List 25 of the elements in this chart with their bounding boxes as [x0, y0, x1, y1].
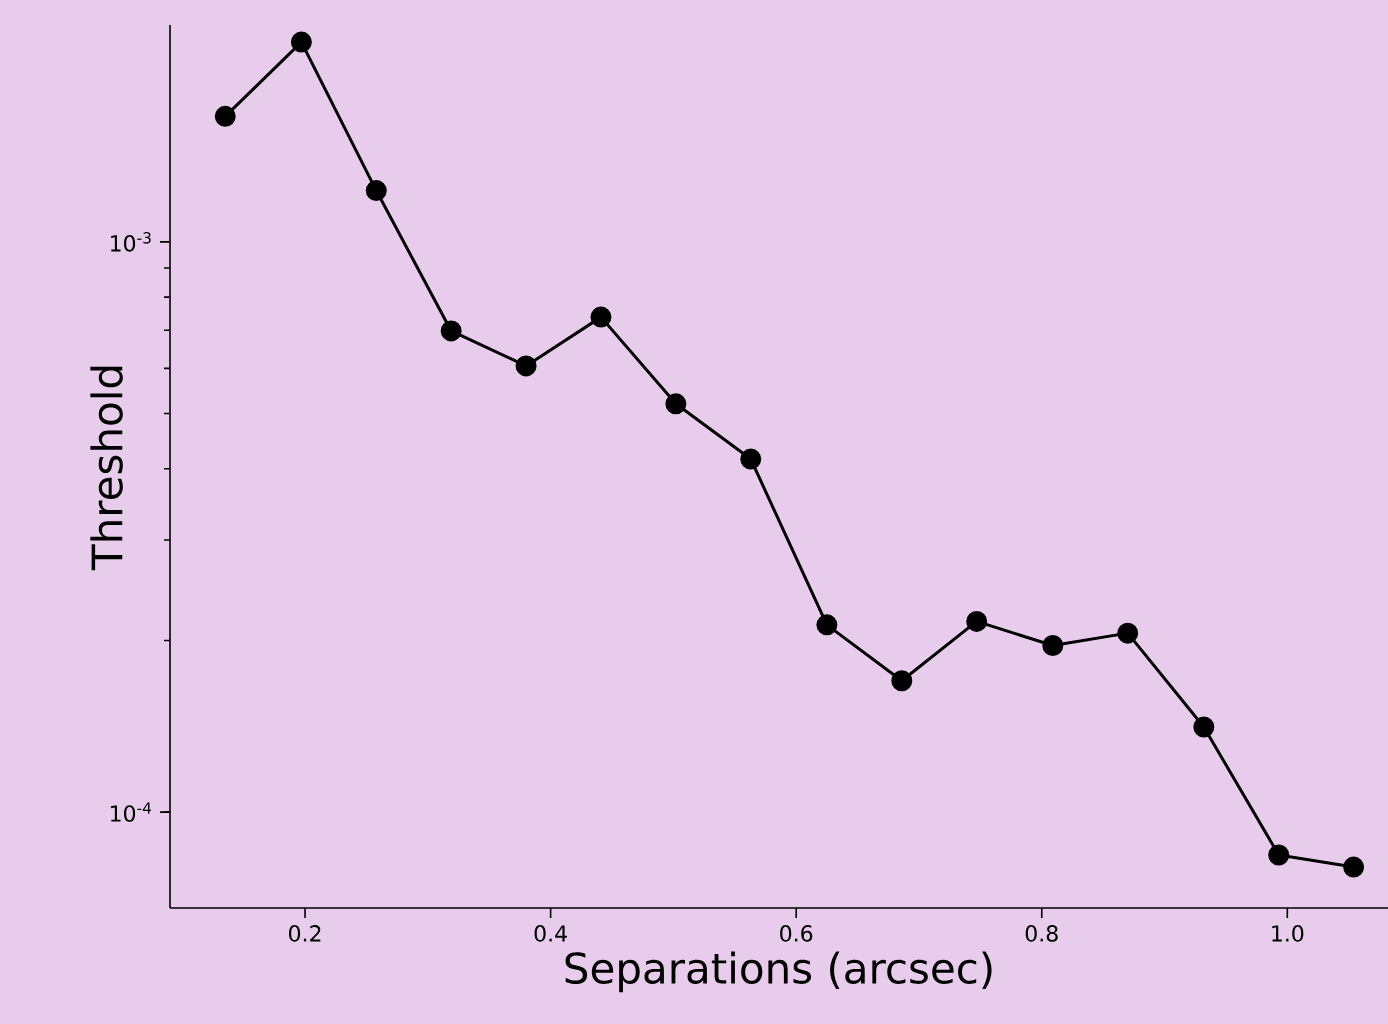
x-tick-label: 0.4	[534, 925, 567, 942]
point	[665, 393, 687, 415]
point	[1042, 634, 1064, 656]
y-axis-title: Threshold	[90, 366, 123, 571]
point	[816, 614, 838, 636]
point	[966, 610, 988, 632]
point	[740, 448, 762, 470]
y-tick-label: 10$^{-3}$	[111, 232, 151, 252]
point	[1268, 844, 1290, 866]
point	[515, 355, 537, 377]
point	[214, 105, 236, 127]
point	[891, 670, 913, 692]
x-tick-label: 0.2	[289, 925, 321, 942]
point	[590, 306, 612, 328]
point	[290, 31, 312, 53]
point	[440, 320, 462, 342]
point	[365, 180, 387, 202]
point	[1117, 622, 1139, 644]
x-tick-label: 1.0	[1272, 925, 1304, 942]
point	[1343, 856, 1365, 878]
y-tick-label: 10$^{-4}$	[111, 802, 152, 822]
x-tick-label: 0.6	[780, 925, 813, 942]
x-tick-label: 0.8	[1025, 925, 1058, 942]
x-axis-title: Separations (arcsec)	[565, 951, 992, 993]
point	[1193, 716, 1215, 738]
